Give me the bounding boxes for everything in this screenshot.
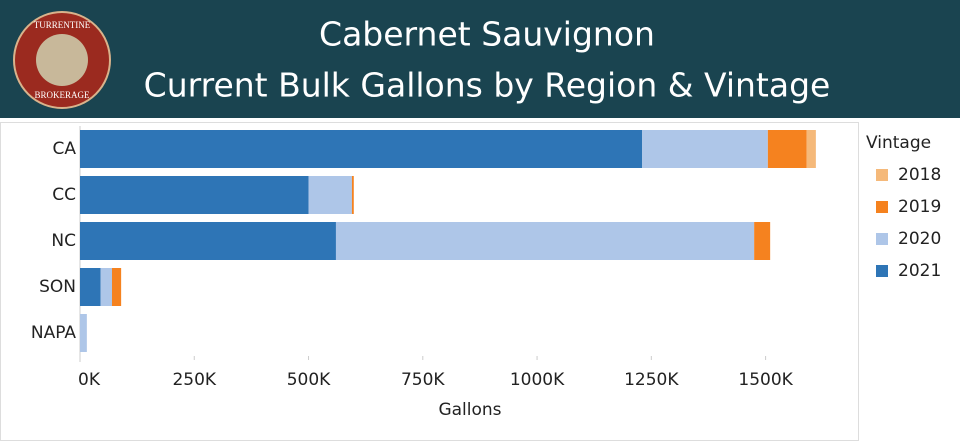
legend-swatch <box>876 233 888 245</box>
y-tick-label: NAPA <box>31 323 77 343</box>
y-tick-label: CA <box>53 139 77 159</box>
chart-title: Cabernet Sauvignon <box>319 15 655 54</box>
x-tick-label: 250K <box>172 370 216 390</box>
y-tick-label: CC <box>52 185 76 205</box>
bar-segment <box>80 130 643 168</box>
bar-segment <box>351 176 354 214</box>
x-tick-label: 0K <box>78 370 101 390</box>
y-tick-label: SON <box>39 277 76 297</box>
bar-segment <box>111 268 122 306</box>
legend-label: 2020 <box>898 229 941 249</box>
bar-segment <box>754 222 771 260</box>
bar-segment <box>806 130 816 168</box>
x-tick-label: 1500K <box>738 370 793 390</box>
x-tick-label: 500K <box>287 370 331 390</box>
bar-segment <box>308 176 352 214</box>
logo-tree <box>36 34 88 86</box>
header-band <box>0 0 960 118</box>
legend-swatch <box>876 201 888 213</box>
x-tick-label: 1000K <box>510 370 565 390</box>
legend-label: 2019 <box>898 197 941 217</box>
x-axis-title: Gallons <box>438 400 501 420</box>
plot-frame <box>0 122 859 441</box>
y-tick-label: NC <box>51 231 76 251</box>
legend-swatch <box>876 169 888 181</box>
bar-segment <box>767 130 807 168</box>
chart-subtitle: Current Bulk Gallons by Region & Vintage <box>144 66 831 105</box>
legend-label: 2018 <box>898 165 941 185</box>
bar-segment <box>335 222 755 260</box>
legend-swatch <box>876 265 888 277</box>
bar-segment <box>80 314 87 352</box>
legend-title: Vintage <box>866 133 931 153</box>
legend-label: 2021 <box>898 261 941 281</box>
bar-segment <box>80 268 101 306</box>
x-tick-label: 1250K <box>624 370 679 390</box>
x-tick-label: 750K <box>401 370 445 390</box>
bar-segment <box>642 130 768 168</box>
bar-segment <box>80 176 309 214</box>
bar-segment <box>80 222 336 260</box>
bar-segment <box>100 268 112 306</box>
logo-text: TURRENTINE <box>34 20 91 30</box>
logo-text: BROKERAGE <box>34 90 90 100</box>
